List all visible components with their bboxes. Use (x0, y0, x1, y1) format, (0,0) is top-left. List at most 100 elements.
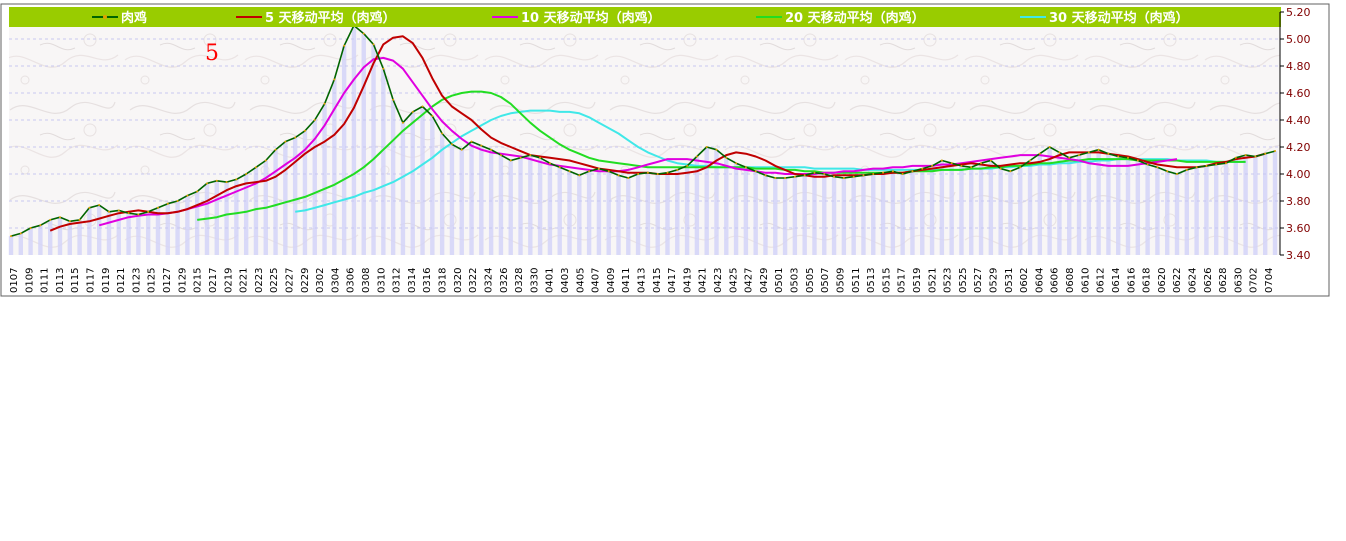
data-point (10, 235, 12, 238)
x-tick-label: 0624 (1187, 268, 1198, 293)
value-bar (1057, 152, 1062, 255)
data-point (627, 177, 630, 180)
value-bar (322, 103, 327, 255)
value-bar (479, 145, 484, 255)
value-bar (782, 178, 788, 255)
data-point (705, 146, 708, 148)
value-bar (96, 205, 102, 255)
value-bar (1125, 157, 1131, 255)
value-bar (145, 211, 151, 255)
data-point (823, 173, 826, 175)
x-tick-label: 0417 (667, 268, 678, 293)
y-tick-label: 3.80 (1286, 195, 1311, 208)
value-bar (1018, 167, 1023, 255)
data-point (1234, 156, 1237, 159)
data-point (637, 173, 640, 175)
value-bar (518, 157, 523, 255)
x-tick-label: 0302 (315, 268, 326, 293)
value-bar (655, 174, 660, 255)
x-tick-label: 0121 (116, 268, 127, 293)
value-bar (18, 233, 23, 255)
data-point (774, 177, 777, 180)
x-tick-label: 0509 (835, 268, 846, 293)
data-point (901, 173, 904, 175)
value-bar (978, 163, 984, 255)
value-bar (547, 163, 553, 255)
x-tick-label: 0519 (912, 268, 923, 293)
y-tick-label: 5.00 (1286, 33, 1311, 46)
value-bar (900, 174, 905, 255)
x-tick-label: 0622 (1172, 268, 1183, 293)
x-tick-label: 0227 (284, 268, 295, 293)
y-axis-ticks: 5.20 5.00 4.80 4.60 4.40 4.20 4.00 3.80 3.60 3.40 (1280, 6, 1311, 262)
value-bar (1214, 164, 1219, 255)
legend-label: 10 天移动平均（肉鸡） (521, 10, 661, 26)
x-tick-label: 0219 (223, 268, 234, 293)
x-tick-label: 0330 (529, 268, 540, 293)
data-point (578, 174, 581, 177)
data-point (833, 175, 836, 178)
data-point (1029, 159, 1032, 162)
value-bar (1263, 153, 1268, 255)
value-bar (185, 195, 190, 255)
chart-svg: 肉鸡 5 天移动平均（肉鸡） 10 天移动平均（肉鸡） 20 天移动平均（肉鸡） 30 … (0, 3, 1330, 297)
data-point (1244, 154, 1247, 157)
data-point (362, 32, 365, 35)
data-point (813, 171, 816, 174)
x-tick-label: 0113 (55, 268, 66, 293)
x-tick-label: 0612 (1096, 268, 1107, 293)
value-bar (1106, 153, 1111, 255)
value-bar (694, 156, 700, 255)
data-point (1097, 148, 1100, 151)
data-point (78, 218, 81, 221)
data-point (68, 220, 71, 223)
legend-label: 20 天移动平均（肉鸡） (785, 10, 925, 26)
data-point (519, 156, 522, 159)
x-tick-label: 0324 (483, 268, 494, 293)
x-tick-label: 0328 (514, 268, 525, 293)
x-tick-label: 0413 (637, 268, 648, 293)
data-point (1264, 152, 1267, 155)
value-bar (822, 174, 827, 255)
x-tick-label: 0513 (866, 268, 877, 293)
value-bar (28, 228, 33, 255)
x-tick-label: 0503 (790, 268, 801, 293)
data-point (558, 166, 561, 169)
value-bar (243, 174, 249, 255)
value-bar (773, 178, 778, 255)
data-point (235, 178, 238, 181)
data-point (1254, 155, 1257, 158)
series-line (10, 24, 1276, 237)
x-tick-label: 0525 (958, 268, 969, 293)
value-bar (439, 133, 445, 255)
value-bar (77, 219, 82, 255)
data-point (862, 174, 865, 177)
value-bar (1155, 167, 1160, 255)
x-tick-label: 0529 (989, 268, 1000, 293)
data-point (1117, 155, 1120, 158)
data-point (88, 206, 91, 209)
data-point (597, 167, 600, 170)
x-tick-label: 0316 (422, 268, 433, 293)
x-tick-label: 0127 (162, 268, 173, 293)
data-point (1274, 150, 1276, 153)
data-point (744, 166, 747, 169)
data-point (254, 166, 257, 169)
value-bar (1204, 165, 1209, 255)
data-point (294, 136, 297, 139)
data-point (1225, 162, 1228, 165)
x-tick-label: 0117 (86, 268, 97, 293)
legend-label: 5 天移动平均（肉鸡） (265, 10, 396, 26)
data-point (1185, 168, 1188, 171)
data-point (166, 202, 169, 205)
x-tick-label: 0304 (330, 268, 341, 293)
x-tick-label: 0314 (407, 268, 418, 293)
value-bar (969, 167, 974, 255)
x-tick-label: 0312 (392, 268, 403, 293)
data-point (1205, 164, 1208, 167)
data-point (411, 110, 414, 113)
data-point (607, 170, 610, 173)
value-bar (87, 207, 92, 255)
y-tick-label: 5.20 (1286, 6, 1311, 19)
data-point (1019, 166, 1022, 169)
